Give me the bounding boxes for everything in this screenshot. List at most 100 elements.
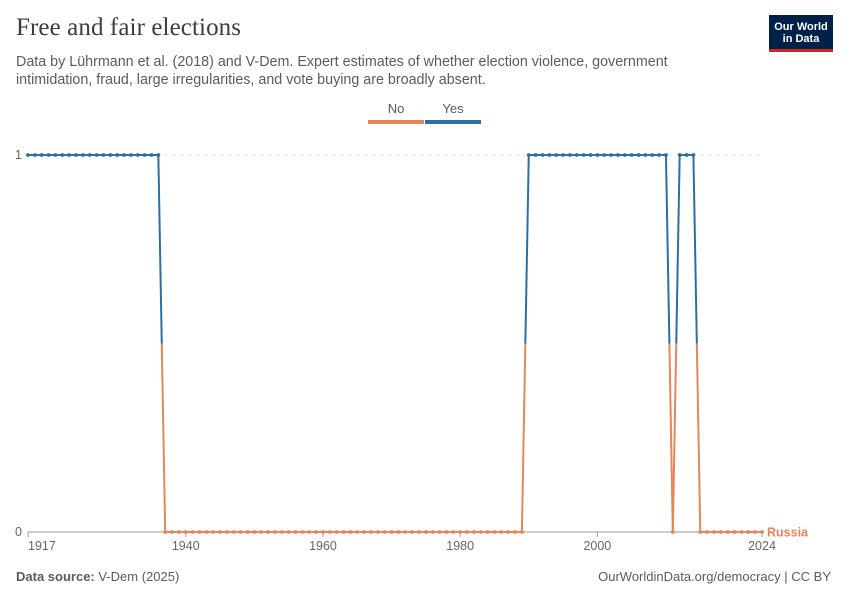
x-tick-label-2024: 2024 (748, 539, 776, 553)
data-point-2017 (712, 530, 716, 534)
data-point-1961 (327, 530, 332, 534)
data-point-1991 (533, 153, 538, 157)
chart-subtitle: Data by Lührmann et al. (2018) and V-Dem… (16, 54, 668, 88)
data-point-1952 (266, 530, 270, 534)
data-point-1975 (423, 530, 428, 534)
series-segment (668, 343, 674, 533)
series-segment (671, 343, 678, 533)
data-point-1980 (458, 530, 463, 534)
legend-label-yes: Yes (442, 101, 464, 116)
data-point-1968 (375, 530, 380, 534)
data-point-2008 (650, 153, 655, 157)
data-point-1938 (170, 530, 174, 534)
data-point-2004 (622, 153, 627, 157)
data-point-1995 (561, 153, 565, 157)
data-point-1918 (32, 153, 37, 157)
data-point-1999 (588, 153, 593, 157)
data-point-1982 (471, 530, 476, 534)
data-point-1971 (396, 530, 401, 534)
data-point-1956 (293, 530, 298, 534)
data-point-2001 (602, 153, 607, 157)
data-point-1942 (197, 530, 202, 534)
data-point-1963 (341, 530, 346, 534)
series-label-russia: Russia (767, 526, 809, 540)
data-point-1957 (300, 530, 305, 534)
series-segment (524, 154, 530, 344)
data-point-1974 (417, 530, 421, 534)
data-point-1920 (46, 153, 51, 157)
series-segment (692, 154, 698, 344)
data-point-1978 (444, 530, 449, 534)
data-point-1928 (101, 153, 106, 157)
data-point-1992 (540, 153, 545, 157)
data-point-1935 (149, 153, 154, 157)
data-point-1973 (410, 530, 415, 534)
data-point-1929 (108, 153, 113, 157)
x-tick-label-1940: 1940 (172, 539, 200, 553)
legend-swatch-yes (425, 120, 481, 124)
data-point-1926 (87, 153, 92, 157)
data-point-2010 (664, 153, 668, 157)
data-point-1953 (273, 530, 277, 534)
data-point-1947 (231, 530, 236, 534)
chart-title: Free and fair elections (16, 14, 242, 41)
data-point-1986 (499, 530, 504, 534)
data-point-2002 (609, 153, 613, 157)
data-point-1979 (451, 530, 456, 534)
series-segment (675, 154, 681, 344)
data-point-2000 (595, 153, 600, 157)
data-point-1937 (163, 530, 168, 534)
data-point-2006 (636, 153, 641, 157)
data-point-2015 (698, 530, 703, 534)
data-point-1983 (478, 530, 483, 534)
data-point-1965 (355, 530, 360, 534)
data-point-1970 (389, 530, 394, 534)
data-point-1936 (156, 153, 161, 157)
legend-label-no: No (388, 101, 405, 116)
x-tick-label-2000: 2000 (583, 539, 611, 553)
data-source-value[interactable]: V-Dem (2025) (98, 569, 180, 584)
data-point-1941 (190, 530, 195, 534)
data-point-1985 (492, 530, 497, 534)
data-point-1984 (485, 530, 490, 534)
data-point-1940 (183, 530, 188, 534)
data-point-1969 (382, 530, 387, 534)
logo-line-2: in Data (782, 33, 820, 45)
x-tick-label-1917: 1917 (28, 539, 56, 553)
data-point-1976 (430, 530, 435, 534)
data-point-1966 (362, 530, 367, 534)
data-point-1939 (177, 530, 181, 534)
data-point-1923 (67, 153, 72, 157)
data-point-2014 (691, 153, 696, 157)
owid-logo[interactable]: Our World in Data (769, 15, 833, 52)
y-tick-label-0: 0 (15, 525, 22, 539)
data-point-1948 (238, 530, 243, 534)
data-point-1996 (568, 153, 572, 157)
data-point-1993 (547, 153, 552, 157)
data-point-1972 (403, 530, 408, 534)
data-point-1955 (286, 530, 291, 534)
data-point-1981 (465, 530, 469, 534)
data-point-2016 (705, 530, 710, 534)
data-point-2021 (739, 530, 744, 534)
x-tick-label-1980: 1980 (446, 539, 474, 553)
data-point-1951 (259, 530, 264, 534)
series-segment (664, 154, 671, 344)
data-point-1967 (369, 530, 373, 534)
data-point-2022 (746, 530, 751, 534)
series-segment (520, 343, 527, 533)
data-point-1977 (437, 530, 442, 534)
data-point-1958 (307, 530, 312, 534)
data-point-1964 (348, 530, 353, 534)
data-point-1924 (74, 153, 78, 157)
x-tick-label-1960: 1960 (309, 539, 337, 553)
data-point-1945 (218, 530, 222, 534)
footer-link[interactable]: OurWorldinData.org/democracy | CC BY (598, 569, 831, 584)
data-point-1960 (321, 530, 325, 534)
data-point-2003 (616, 153, 620, 157)
data-point-1989 (520, 530, 524, 534)
legend-swatch-no (368, 120, 424, 124)
data-point-2009 (657, 153, 662, 157)
series-segment (160, 343, 167, 533)
